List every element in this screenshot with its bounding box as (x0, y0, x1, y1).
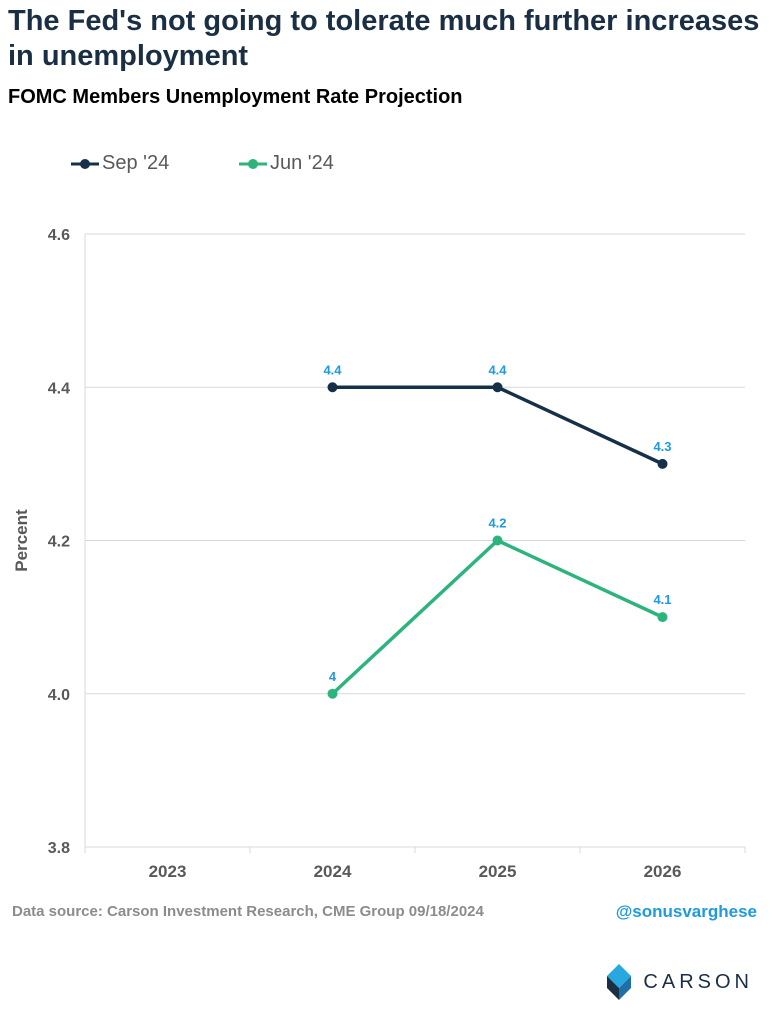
legend-label: Sep '24 (102, 152, 170, 174)
legend-item-jun24: Jun '24 (238, 152, 334, 175)
series-line-sep24 (332, 385, 664, 466)
legend-item-sep24: Sep '24 (70, 152, 169, 175)
legend-line-marker (71, 158, 99, 169)
data-label: 4.3 (653, 439, 671, 454)
chart-subtitle: FOMC Members Unemployment Rate Projectio… (8, 86, 463, 108)
y-axis-title: Percent (12, 509, 31, 572)
y-tick-label: 4.6 (48, 227, 70, 244)
chart-headline: The Fed's not going to tolerate much fur… (8, 5, 760, 72)
y-tick-label: 4.0 (48, 687, 70, 704)
series-line-jun24 (331, 538, 664, 696)
twitter-handle[interactable]: @sonusvarghese (615, 902, 757, 921)
data-label: 4.1 (653, 592, 671, 607)
data-point (492, 535, 503, 546)
x-tick-label: 2023 (149, 862, 187, 881)
data-point (492, 382, 503, 393)
legend-label: Jun '24 (270, 152, 334, 174)
data-label: 4.4 (488, 362, 507, 377)
x-tick-label: 2026 (644, 862, 682, 881)
carson-logo-icon (607, 964, 632, 1000)
data-point (657, 458, 668, 469)
line-chart: 3.8 4.0 4.2 4.4 4.6 2023 2024 2025 2026 Percent 4.… (12, 227, 746, 881)
data-label: 4 (329, 669, 337, 684)
brand-name: CARSON (643, 970, 753, 993)
y-tick-label: 4.4 (48, 380, 70, 397)
data-label: 4.2 (488, 516, 506, 531)
data-point (657, 612, 668, 623)
x-tick-label: 2024 (314, 862, 352, 881)
data-point (327, 688, 338, 699)
y-tick-label: 4.2 (48, 534, 70, 551)
data-point (327, 382, 338, 393)
data-label: 4.4 (323, 362, 342, 377)
data-source: Data source: Carson Investment Research,… (12, 903, 484, 920)
y-tick-label: 3.8 (48, 840, 70, 857)
x-tick-label: 2025 (479, 862, 517, 881)
legend-line-marker (239, 158, 267, 169)
brand: CARSON (607, 964, 753, 1000)
